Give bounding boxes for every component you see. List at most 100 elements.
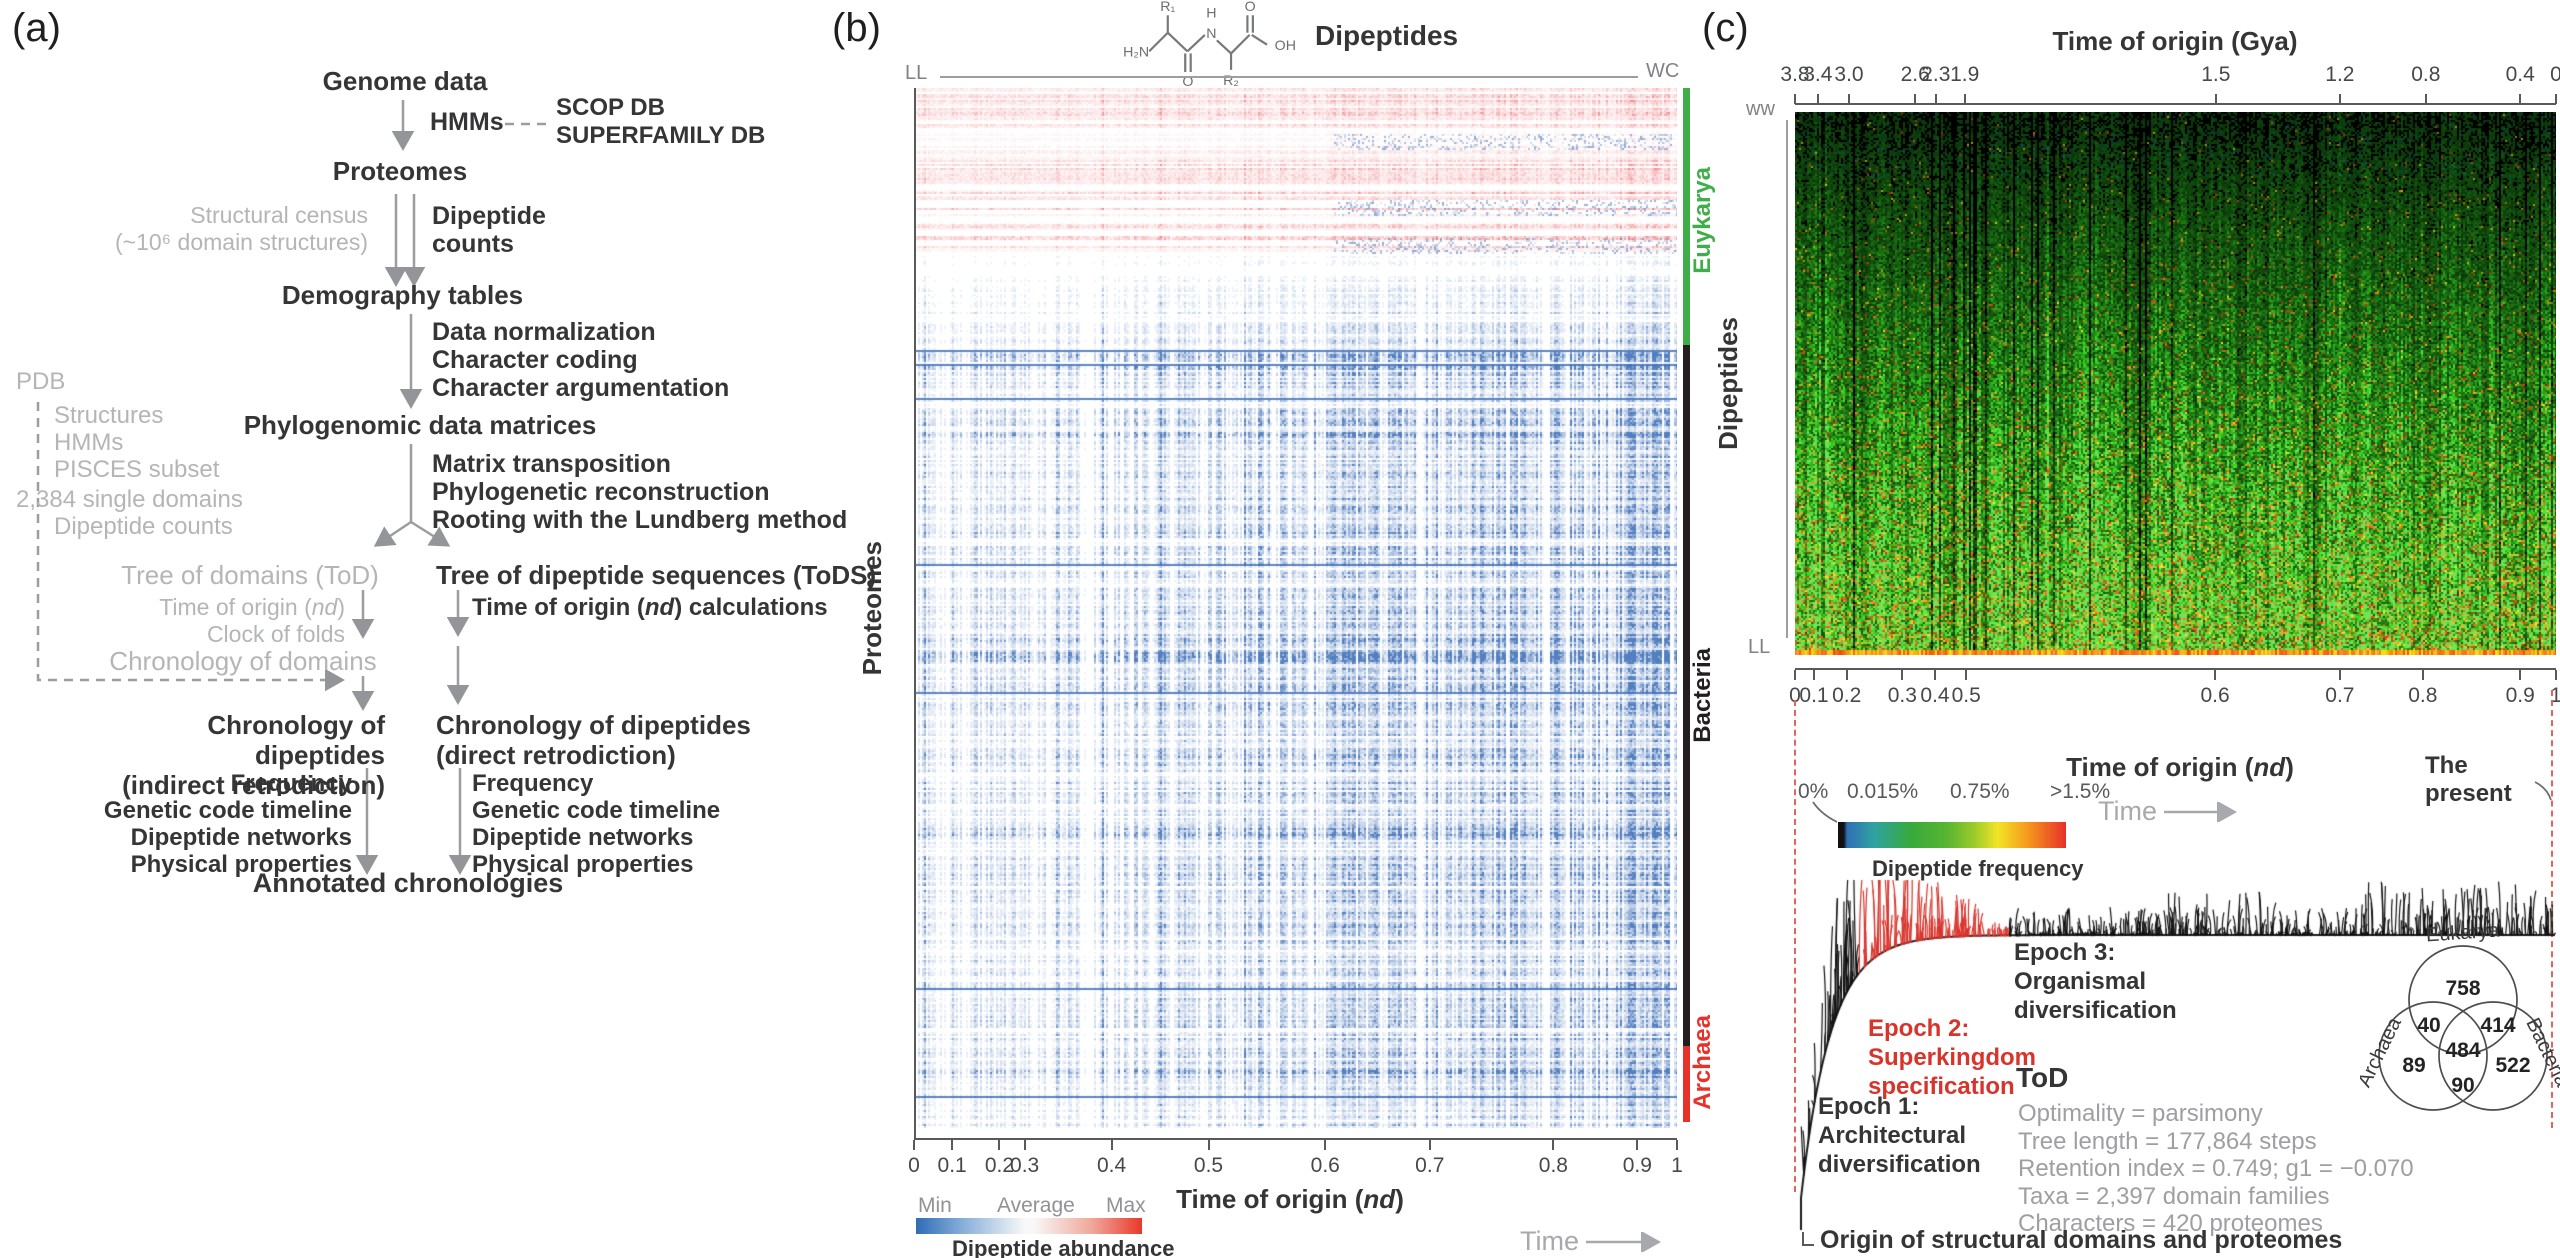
c-gya-tick-label: 0.4: [2505, 63, 2535, 86]
step: Data normalization: [432, 318, 656, 346]
b-time-arrow-label: Time: [1520, 1226, 1579, 1256]
b-time-arrow-icon: [1586, 1232, 1661, 1252]
origin-corner-mark: [1802, 1232, 1814, 1246]
atom-oh: OH: [1275, 38, 1296, 54]
node-chronology-of-domains: Chronology of domains: [109, 646, 377, 676]
c-gya-tick: [1914, 94, 1917, 104]
c-freq-label-3: >1.5%: [2050, 780, 2111, 803]
c-freq-label-2: 0.75%: [1950, 780, 2010, 803]
tod-stat: Characters = 420 proteomes: [2018, 1210, 2323, 1237]
tod-stats: Optimality = parsimony Tree length = 177…: [2018, 1100, 2414, 1238]
c-time-arrow-icon: [2164, 802, 2237, 822]
pdb-item: PISCES subset: [54, 456, 220, 483]
b-x-tick-label: 0.1: [937, 1154, 967, 1177]
b-x-tick-label: 0.9: [1622, 1154, 1652, 1177]
c-bottom-axis-title-nd: nd: [2253, 752, 2286, 782]
tods-sub-part: Time of origin (: [472, 594, 645, 621]
tod-stat: Taxa = 2,397 domain families: [2018, 1182, 2330, 1210]
b-group-label-wrap: Archaea: [1688, 1000, 1718, 1125]
c-gya-tick: [1963, 94, 1966, 104]
c-leader-lines: [1812, 781, 2552, 823]
output-item: Genetic code timeline: [472, 797, 721, 824]
c-gya-tick-label: 3.0: [1834, 63, 1864, 86]
b-x-tick: [913, 1140, 915, 1150]
c-nd-tick-label: 1: [2550, 684, 2560, 707]
node-chronology-indirect: Chronology of dipeptides (indirect retro…: [80, 710, 385, 800]
c-nd-tick-label: 0.9: [2505, 684, 2535, 707]
label-pdb: PDB: [16, 368, 66, 395]
structural-census-line1: Structural census: [190, 202, 368, 228]
label-tods-sub: Time of origin (nd) calculations: [472, 594, 828, 622]
b-xaxis-title-part: Time of origin (: [1176, 1184, 1364, 1214]
c-bottom-axis: 0 0.1 0.2 0.3 0.4 0.5 0.6 0.7 0.8 0.9 1: [1789, 668, 2560, 707]
tods-sub-part: ) calculations: [674, 594, 828, 621]
node-proteomes: Proteomes: [332, 156, 468, 186]
epoch3-line: Organismal: [2014, 968, 2147, 995]
b-x-tick: [998, 1140, 1001, 1150]
c-gya-tick: [1848, 94, 1851, 104]
b-molecule-title: Dipeptides: [1315, 20, 1459, 51]
atom-r1: R₁: [1160, 0, 1175, 15]
c-nd-tick: [2214, 670, 2217, 680]
b-xaxis-title: Time of origin (nd): [1140, 1184, 1440, 1215]
output-item: Frequency: [230, 770, 352, 797]
b-x-tick: [951, 1140, 954, 1150]
atom-h: H: [1206, 5, 1216, 21]
b-heatmap-canvas: [916, 88, 1677, 1128]
pdb-item: HMMs: [54, 429, 124, 456]
b-xaxis-title-part: ): [1395, 1184, 1404, 1214]
c-gya-tick-label: 3.4: [1803, 63, 1833, 86]
node-genome-data: Genome data: [322, 66, 488, 96]
label-superfamily-db: SUPERFAMILY DB: [556, 122, 766, 149]
steps-matrix: Matrix transposition Phylogenetic recons…: [432, 450, 847, 534]
b-x-tick-label: 0: [908, 1154, 920, 1177]
venn-count-eukarya-bacteria: 414: [2480, 1014, 2515, 1037]
c-nd-tick: [1934, 670, 1937, 680]
c-top-axis-title: Time of origin (Gya): [2052, 26, 2298, 56]
label-hmms: HMMs: [430, 108, 504, 136]
pdb-item: Dipeptide counts: [54, 513, 233, 540]
c-gya-tick: [2214, 94, 2217, 104]
tod-stat: Tree length = 177,864 steps: [2018, 1127, 2317, 1155]
tod-sub-part: ): [337, 594, 345, 620]
step: Character argumentation: [432, 374, 730, 402]
b-legend-max: Max: [1106, 1194, 1146, 1217]
b-xaxis-title-nd: nd: [1363, 1184, 1396, 1214]
node-annotated-chronologies: Annotated chronologies: [252, 868, 564, 898]
b-group-label-bacteria: Bacteria: [1689, 647, 1716, 743]
c-gya-tick: [2338, 94, 2341, 104]
c-heatmap-canvas: [1795, 112, 2556, 655]
pdb-item: Structures: [54, 402, 164, 429]
venn-count-bacteria-only: 522: [2495, 1054, 2530, 1077]
c-gya-tick: [1816, 94, 1819, 104]
c-time-arrow-label: Time: [2098, 796, 2157, 826]
b-x-tick: [1110, 1140, 1113, 1150]
venn-circle-eukarya: [2408, 945, 2518, 1055]
pdb-item: 2,384 single domains: [16, 486, 243, 513]
c-nd-tick: [1845, 670, 1848, 680]
c-gya-tick-label: 3.8: [1780, 63, 1810, 86]
chronology-right-line2: (direct retrodiction): [436, 740, 676, 770]
epoch1-line: diversification: [1818, 1151, 1981, 1178]
node-tree-of-domains: Tree of domains (ToD): [121, 560, 379, 590]
c-bottom-axis-title-part: Time of origin (: [2066, 752, 2254, 782]
c-gya-tick: [2555, 94, 2557, 104]
b-legend-mid: Average: [997, 1194, 1075, 1217]
output-item: Dipeptide networks: [472, 824, 694, 851]
c-top-axis: 3.8 3.4 3.0 2.6 2.3 1.9 1.5 1.2 0.8 0.4 0: [1780, 63, 2560, 105]
venn-count-archaea-bacteria: 90: [2451, 1074, 2474, 1097]
c-nd-tick-label: 0: [1789, 684, 1801, 707]
tod-sub-nd: nd: [311, 594, 338, 620]
node-tree-of-dipeptide-sequences: Tree of dipeptide sequences (ToDS): [436, 560, 877, 590]
label-dipeptide-counts: Dipeptide counts: [432, 202, 546, 258]
epoch1-line: Architectural: [1818, 1122, 1967, 1149]
tod-sub-line2: Clock of folds: [206, 621, 345, 647]
b-legend-min: Min: [918, 1194, 952, 1217]
c-bottom-axis-title-part: ): [2285, 752, 2294, 782]
b-colorbar: [916, 1218, 1142, 1234]
b-x-tick-label: 0.3: [1010, 1154, 1040, 1177]
c-gya-tick-label: 1.9: [1950, 63, 1980, 86]
epoch2-line: specification: [1868, 1073, 2015, 1100]
venn-count-eukarya-archaea: 40: [2417, 1014, 2440, 1037]
